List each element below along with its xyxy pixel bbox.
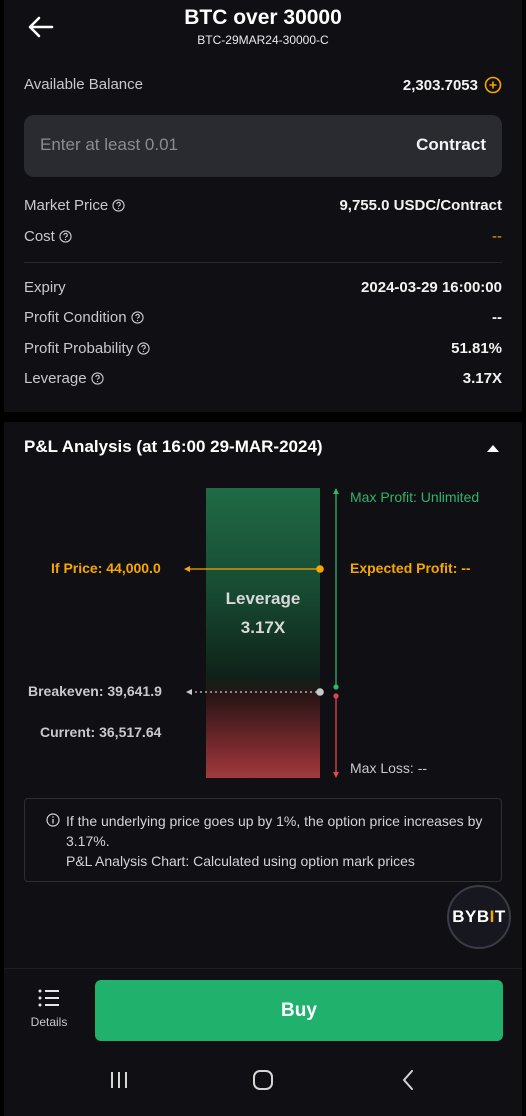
profit-condition-value: -- [492,309,502,326]
profit-probability-label-wrap: Profit Probability [24,340,150,357]
help-icon[interactable] [59,230,72,243]
help-icon[interactable] [130,311,144,324]
pl-bar [206,488,320,778]
recent-apps-icon[interactable] [104,1068,134,1092]
profit-condition-label: Profit Condition [24,309,127,326]
system-back-icon[interactable] [394,1068,424,1092]
list-icon [38,989,59,1007]
breakeven-arrow-icon [186,689,192,695]
bybit-logo: BYBIT [452,907,506,926]
info-line-2: P&L Analysis Chart: Calculated using opt… [66,853,415,869]
back-arrow-icon[interactable] [24,10,58,44]
divider [24,262,502,263]
market-price-value: 9,755.0 USDC/Contract [339,197,502,214]
leverage-label: Leverage [24,370,87,387]
cost-label-wrap: Cost [24,228,72,245]
leverage-value: 3.17X [462,370,502,387]
profit-condition-label-wrap: Profit Condition [24,309,144,326]
market-price-label: Market Price [24,197,109,214]
expiry-value: 2024-03-29 16:00:00 [361,279,502,296]
bar-leverage-label: Leverage [225,589,301,608]
loss-axis-arrow-icon [333,772,339,778]
expected-profit-label: Expected Profit: -- [350,560,471,576]
cost-row: Cost -- [24,228,502,252]
section-separator [4,412,522,422]
page-subtitle: BTC-29MAR24-30000-C [197,33,329,47]
system-nav-bar [4,1050,522,1116]
profit-probability-label: Profit Probability [24,340,134,357]
max-loss-label: Max Loss: -- [350,760,428,776]
pl-analysis-title: P&L Analysis (at 16:00 29-MAR-2024) [24,437,323,456]
collapse-caret-icon[interactable] [486,443,500,453]
bottom-action-bar: Details Buy [4,968,522,1050]
cost-value: -- [492,228,502,245]
buy-button[interactable]: Buy [95,980,503,1041]
info-line-1: If the underlying price goes up by 1%, t… [66,813,483,849]
current-price-label: Current: 36,517.64 [40,724,162,740]
help-icon[interactable] [112,199,125,212]
header: BTC over 30000 BTC-29MAR24-30000-C [4,0,522,60]
pl-chart-lines [184,488,339,778]
help-icon[interactable] [137,342,150,355]
details-label: Details [30,1015,68,1029]
page-title: BTC over 30000 [184,6,342,29]
profit-condition-row: Profit Condition -- [24,309,502,333]
screen: BTC over 30000 BTC-29MAR24-30000-C Avail… [4,0,522,1116]
balance-label: Available Balance [24,76,143,93]
add-funds-icon[interactable] [484,76,502,94]
breakeven-label: Breakeven: 39,641.9 [28,683,162,699]
quantity-placeholder: Enter at least 0.01 [40,135,178,154]
breakeven-green-dot [333,684,339,690]
home-icon[interactable] [248,1068,278,1092]
balance-value-wrap: 2,303.7053 [403,76,502,94]
if-price-dot [316,565,324,573]
details-button[interactable]: Details [22,987,76,1037]
profit-probability-value: 51.81% [451,340,502,357]
bybit-floating-badge[interactable]: BYBIT [447,885,511,949]
info-box: If the underlying price goes up by 1%, t… [24,798,502,882]
if-price-arrow-icon [184,566,190,572]
balance-value: 2,303.7053 [402,76,478,94]
info-icon [46,813,60,827]
market-price-label-wrap: Market Price [24,197,125,214]
cost-label: Cost [24,228,55,245]
breakeven-dot [316,688,324,696]
quantity-input[interactable]: Enter at least 0.01 Contract [24,115,502,177]
profit-axis-arrow-icon [333,488,339,494]
if-price-label: If Price: 44,000.0 [51,560,161,576]
expiry-label: Expiry [24,279,66,296]
expiry-row: Expiry 2024-03-29 16:00:00 [24,279,502,303]
leverage-row: Leverage 3.17X [24,370,502,394]
quantity-unit[interactable]: Contract [416,135,486,154]
info-text: If the underlying price goes up by 1%, t… [66,811,486,871]
balance-row: Available Balance 2,303.7053 [24,76,502,100]
help-icon[interactable] [90,372,104,385]
market-price-row: Market Price 9,755.0 USDC/Contract [24,197,502,221]
breakeven-red-dot [333,693,339,699]
profit-probability-row: Profit Probability 51.81% [24,340,502,364]
bar-leverage-value: 3.17X [240,618,286,637]
max-profit-label: Max Profit: Unlimited [350,489,480,505]
leverage-label-wrap: Leverage [24,370,104,387]
